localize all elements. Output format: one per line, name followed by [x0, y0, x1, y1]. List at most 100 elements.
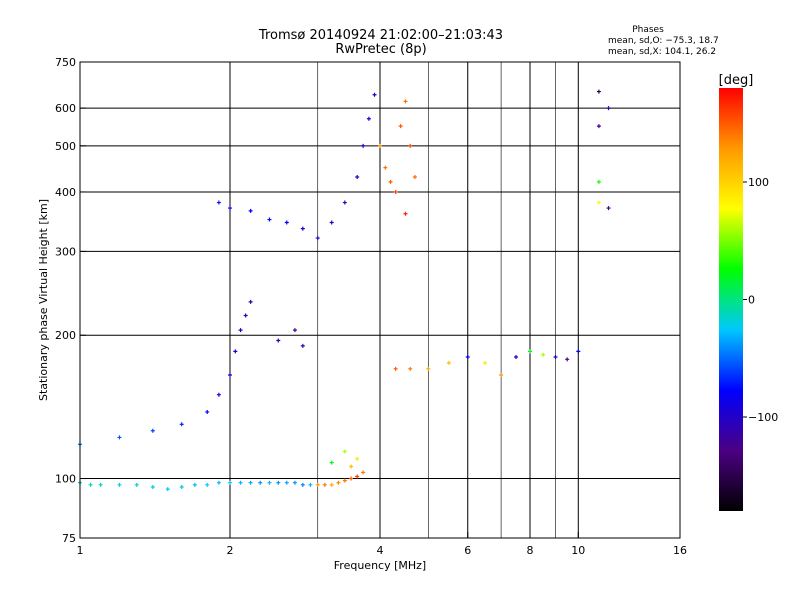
- colorbar-ticks: 100 0 −100: [743, 176, 778, 424]
- data-point: [342, 200, 347, 205]
- data-point: [541, 352, 546, 357]
- phases-o-stats: mean, sd,O: −75.3, 18.7: [608, 36, 719, 46]
- data-point: [606, 106, 611, 111]
- data-point: [446, 360, 451, 365]
- x-tick-label: 16: [673, 544, 687, 557]
- data-point: [398, 124, 403, 129]
- data-point: [308, 482, 313, 487]
- data-point: [205, 409, 210, 414]
- data-point: [553, 355, 558, 360]
- data-point: [483, 360, 488, 365]
- data-point: [233, 349, 238, 354]
- data-point: [267, 480, 272, 485]
- data-point: [349, 464, 354, 469]
- data-point: [267, 217, 272, 222]
- data-point: [134, 482, 139, 487]
- data-point: [292, 480, 297, 485]
- data-point: [342, 478, 347, 483]
- data-point: [408, 366, 413, 371]
- data-point: [378, 143, 382, 148]
- data-point: [216, 392, 221, 397]
- data-point: [322, 482, 327, 487]
- data-point: [329, 220, 334, 225]
- x-axis-label: Frequency [MHz]: [334, 559, 426, 572]
- data-point: [258, 480, 263, 485]
- data-point: [150, 484, 155, 489]
- data-point: [192, 482, 197, 487]
- data-point: [300, 226, 305, 231]
- data-point: [408, 143, 413, 148]
- data-point: [117, 482, 122, 487]
- data-point: [329, 460, 334, 465]
- phases-x-stats: mean, sd,X: 104.1, 26.2: [608, 47, 716, 57]
- data-point: [179, 422, 184, 427]
- x-tick-label: 2: [227, 544, 234, 557]
- data-point: [565, 357, 570, 362]
- axes: 1 2 4 6 8 10 16 75 100 200 300 400 500 600 750: [55, 56, 687, 557]
- data-point: [596, 89, 601, 94]
- data-point: [243, 313, 248, 318]
- data-point: [228, 480, 232, 485]
- data-points: [78, 89, 611, 492]
- x-tick-label: 1: [77, 544, 84, 557]
- data-point: [355, 174, 360, 179]
- data-point: [342, 449, 347, 454]
- data-point: [349, 476, 354, 481]
- data-point: [300, 343, 305, 348]
- data-point: [284, 480, 289, 485]
- data-point: [361, 470, 366, 475]
- data-point: [228, 206, 232, 211]
- data-point: [165, 487, 170, 492]
- colorbar-tick-label: 0: [748, 294, 755, 307]
- data-point: [393, 366, 398, 371]
- data-point: [393, 189, 398, 194]
- x-tick-label: 6: [464, 544, 471, 557]
- data-point: [596, 179, 601, 184]
- data-point: [465, 355, 470, 360]
- data-point: [88, 482, 93, 487]
- data-point: [403, 99, 408, 104]
- data-point: [276, 480, 281, 485]
- data-point: [361, 143, 366, 148]
- data-point: [179, 484, 184, 489]
- data-point: [248, 208, 253, 213]
- y-tick-label: 200: [55, 329, 76, 342]
- data-point: [216, 480, 221, 485]
- data-point: [336, 480, 341, 485]
- data-point: [315, 482, 320, 487]
- y-tick-label: 100: [55, 473, 76, 486]
- data-point: [383, 165, 388, 170]
- y-tick-label: 400: [55, 186, 76, 199]
- colorbar-tick-label: −100: [748, 411, 778, 424]
- data-point: [606, 206, 611, 211]
- y-tick-label: 300: [55, 245, 76, 258]
- colorbar-label: [deg]: [719, 73, 754, 88]
- data-point: [412, 174, 417, 179]
- data-point: [292, 328, 297, 333]
- data-point: [528, 349, 532, 354]
- data-point: [329, 482, 334, 487]
- data-point: [372, 92, 377, 97]
- data-point: [576, 349, 581, 354]
- data-point: [284, 220, 289, 225]
- data-point: [388, 179, 393, 184]
- x-tick-label: 8: [527, 544, 534, 557]
- phases-heading: Phases: [632, 25, 664, 35]
- data-point: [514, 355, 519, 360]
- data-point: [238, 480, 243, 485]
- data-point: [216, 200, 221, 205]
- data-point: [596, 124, 601, 129]
- y-tick-label: 75: [62, 532, 76, 545]
- data-point: [355, 456, 360, 461]
- y-axis-label: Stationary phase Virtual Height [km]: [37, 199, 50, 401]
- data-point: [228, 373, 232, 378]
- data-point: [248, 480, 253, 485]
- chart-title: Tromsø 20140924 21:02:00–21:03:43: [258, 28, 503, 43]
- colorbar-tick-label: 100: [748, 176, 769, 189]
- data-point: [117, 435, 122, 440]
- data-point: [300, 482, 305, 487]
- x-tick-label: 10: [571, 544, 585, 557]
- data-point: [248, 299, 253, 304]
- data-point: [355, 474, 360, 479]
